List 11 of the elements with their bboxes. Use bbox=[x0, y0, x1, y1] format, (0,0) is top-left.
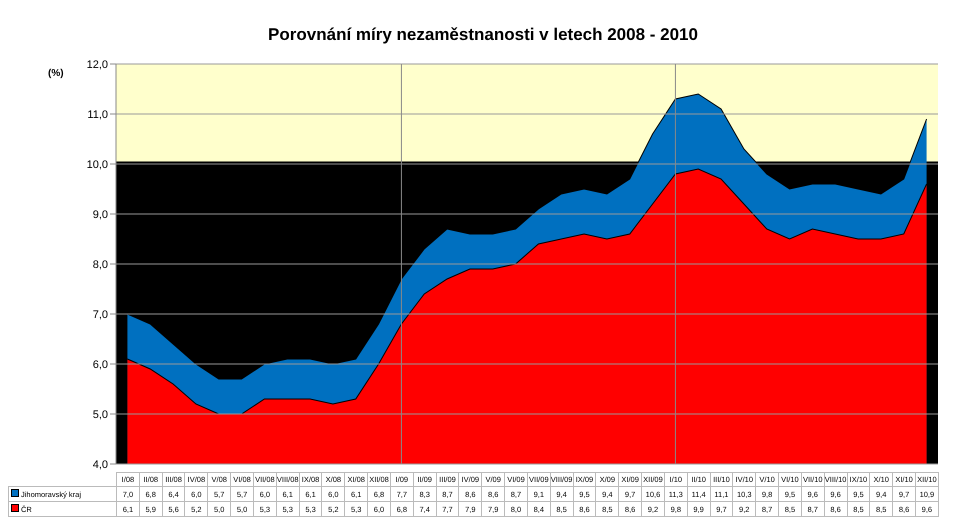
y-tick-label: 7,0 bbox=[92, 308, 108, 321]
y-tick-label: 8,0 bbox=[92, 258, 108, 271]
y-tick-label: 12,0 bbox=[86, 58, 108, 71]
y-tick-label: 11,0 bbox=[87, 108, 108, 121]
y-tick-label: 9,0 bbox=[92, 208, 108, 221]
y-tick-label: 5,0 bbox=[92, 408, 108, 421]
chart-title: Porovnání míry nezaměstnanosti v letech 2008 - 2010 bbox=[267, 24, 699, 46]
y-tick-label: 10,0 bbox=[86, 158, 108, 171]
y-tick-label: 4,0 bbox=[92, 458, 108, 471]
y-axis-title: (%) bbox=[48, 68, 64, 79]
y-tick-label: 6,0 bbox=[92, 358, 108, 371]
